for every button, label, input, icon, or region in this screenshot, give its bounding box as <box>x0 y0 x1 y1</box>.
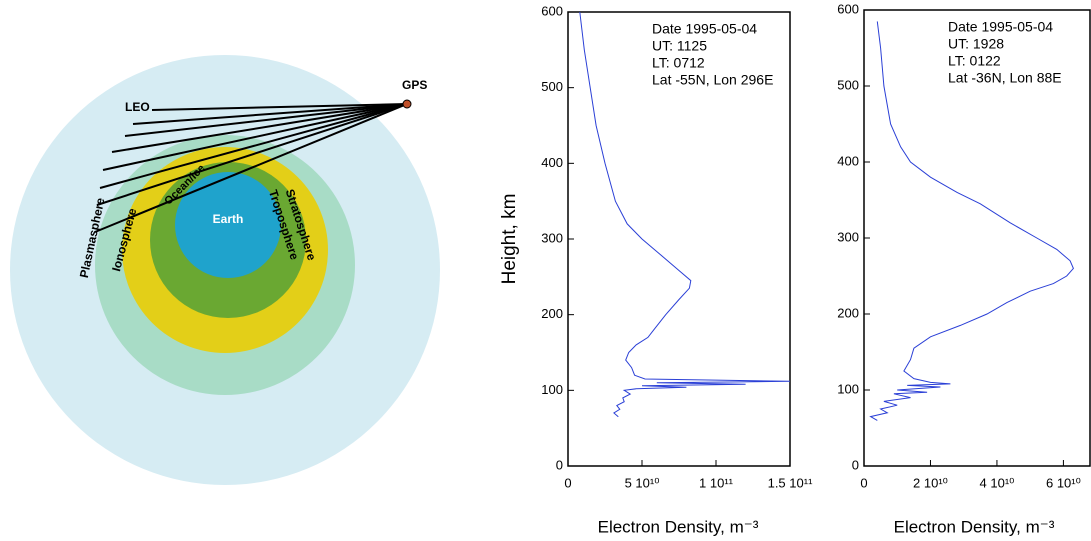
x-tick-label: 4 10¹⁰ <box>980 475 1015 490</box>
y-tick-label: 100 <box>837 381 859 396</box>
y-tick-label: 500 <box>837 77 859 92</box>
y-tick-label: 300 <box>837 229 859 244</box>
x-tick-label: 2 10¹⁰ <box>913 475 948 490</box>
y-tick-label: 600 <box>837 1 859 16</box>
y-tick-label: 200 <box>837 305 859 320</box>
annotation: UT: 1928 <box>948 36 1004 52</box>
earth <box>175 172 281 278</box>
annotation: Date 1995-05-04 <box>652 21 757 37</box>
y-tick-label: 400 <box>837 153 859 168</box>
density-profile <box>579 11 791 418</box>
y-tick-label: 400 <box>541 155 563 170</box>
ray <box>99 103 408 189</box>
x-tick-label: 6 10¹⁰ <box>1046 475 1081 490</box>
annotation: LT: 0122 <box>948 53 1001 69</box>
x-tick-label: 1 10¹¹ <box>699 475 734 490</box>
annotation: Date 1995-05-04 <box>948 19 1053 35</box>
y-tick-label: 300 <box>541 230 563 245</box>
occultation-rays <box>94 103 408 233</box>
x-tick-label: 5 10¹⁰ <box>625 475 660 490</box>
ray <box>102 103 408 171</box>
ray <box>132 103 408 125</box>
annotation: Lat -36N, Lon 88E <box>948 70 1062 86</box>
ray <box>111 103 408 153</box>
density-profile <box>869 21 1074 421</box>
y-tick-label: 600 <box>541 3 563 18</box>
y-axis-label: Height, km <box>499 194 520 285</box>
ray <box>96 103 408 206</box>
x-axis-label: Electron Density, m⁻³ <box>598 517 759 536</box>
gps-satellite <box>402 99 412 109</box>
ray <box>151 103 408 111</box>
x-axis-label: Electron Density, m⁻³ <box>894 517 1055 536</box>
y-tick-label: 0 <box>852 457 859 472</box>
gps-label: GPS <box>402 78 427 92</box>
earth-label: Earth <box>213 212 244 226</box>
ray <box>94 103 408 233</box>
x-tick-label: 0 <box>564 475 571 490</box>
x-tick-label: 0 <box>860 475 867 490</box>
ray <box>124 103 408 137</box>
y-tick-label: 100 <box>541 382 563 397</box>
annotation: Lat -55N, Lon 296E <box>652 72 773 88</box>
annotation: UT: 1125 <box>652 38 707 54</box>
x-tick-label: 1.5 10¹¹ <box>768 475 813 490</box>
leo-label: LEO <box>125 100 150 114</box>
y-tick-label: 200 <box>541 306 563 321</box>
y-tick-label: 500 <box>541 79 563 94</box>
y-tick-label: 0 <box>556 457 563 472</box>
atmosphere-diagram: GPS LEO Plasmasphere Ionosphere Ocean/ic… <box>10 55 440 485</box>
annotation: LT: 0712 <box>652 55 705 71</box>
